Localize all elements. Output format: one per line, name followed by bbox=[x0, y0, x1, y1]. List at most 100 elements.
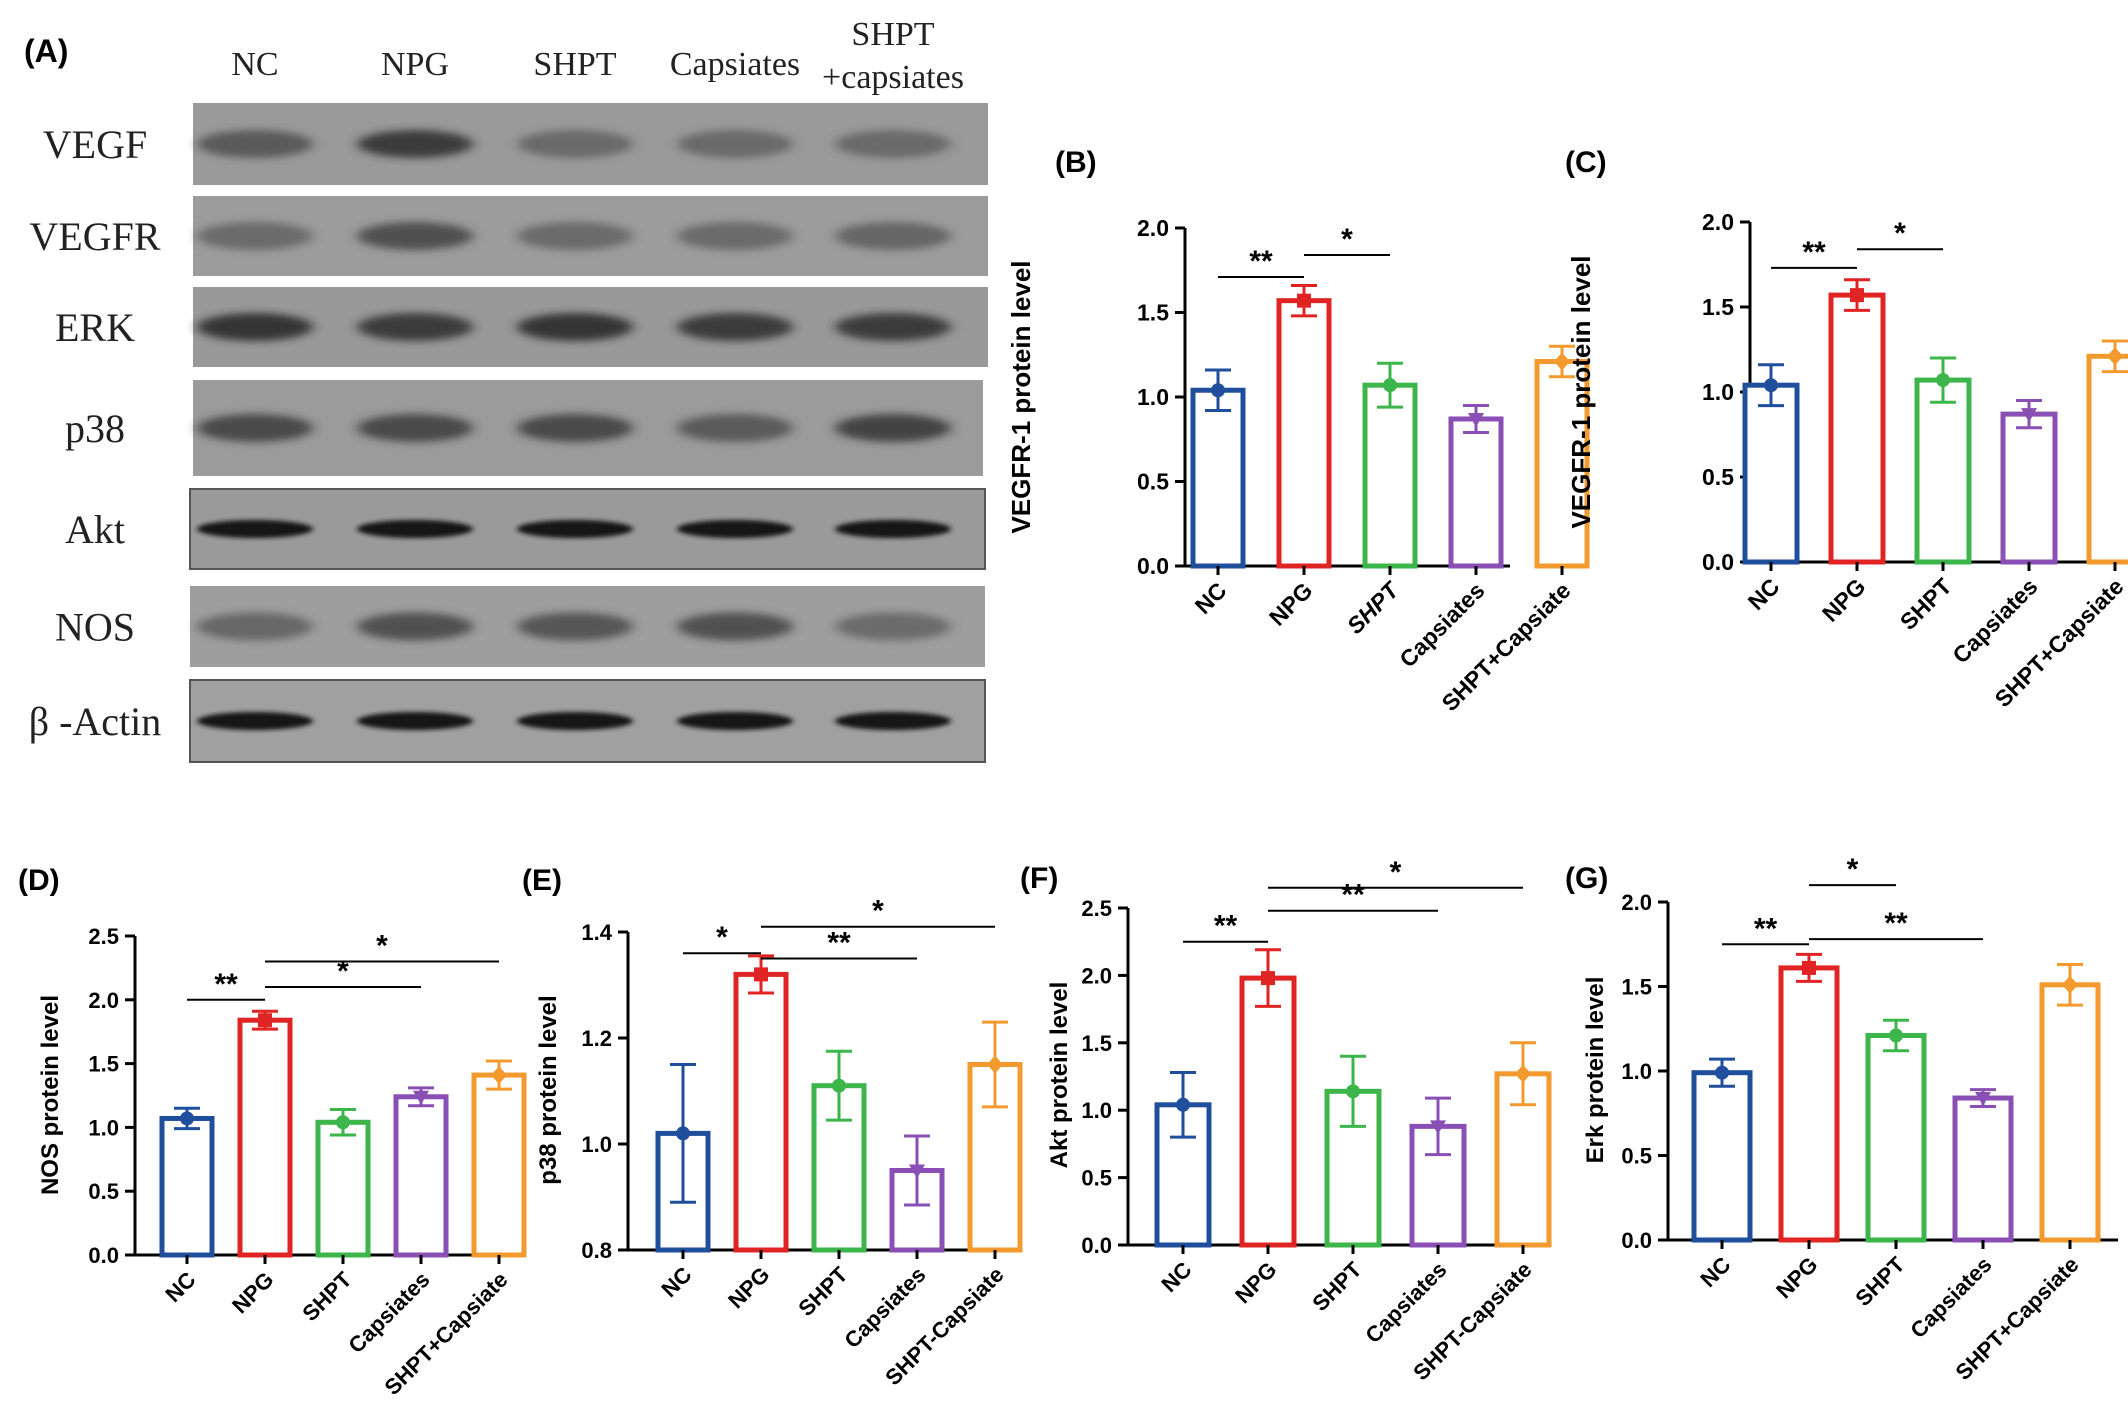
bar-capsiates bbox=[393, 1086, 449, 1258]
bar-shpt-capsiate bbox=[2039, 963, 2101, 1243]
blot-band bbox=[677, 222, 793, 250]
blot-band bbox=[677, 520, 793, 538]
bar-nc bbox=[1742, 363, 1800, 565]
y-tick-label: 0.8 bbox=[581, 1238, 612, 1263]
protein-label: Akt bbox=[65, 507, 125, 552]
x-tick-label: NPG bbox=[227, 1267, 278, 1318]
panel-label-f: (F) bbox=[1020, 862, 1058, 895]
blot-band bbox=[517, 130, 633, 158]
blot-band bbox=[357, 612, 473, 641]
bar-chart-g: (G) 0.0 0.5 1.0 1.5 2.0 Erk protein level NC NPG… bbox=[1565, 853, 2118, 1385]
y-tick-label: 1.0 bbox=[1081, 1098, 1112, 1123]
blot-band bbox=[677, 414, 793, 442]
blot-band bbox=[835, 130, 951, 158]
western-row-beta-actin: β -Actin bbox=[29, 679, 986, 763]
significance-label: ** bbox=[1249, 245, 1273, 278]
blot-band bbox=[357, 222, 473, 250]
bar-npg bbox=[237, 1009, 293, 1258]
bar-nc bbox=[655, 1063, 711, 1253]
y-tick-label: 2.0 bbox=[1081, 963, 1112, 988]
panel-label-b: (B) bbox=[1055, 146, 1097, 179]
data-point bbox=[1850, 288, 1864, 303]
bar-npg bbox=[1276, 283, 1332, 569]
bar-npg bbox=[1239, 948, 1297, 1248]
data-point bbox=[1764, 378, 1778, 393]
bar-rect bbox=[159, 1115, 215, 1258]
western-row-vegf: VEGF bbox=[43, 103, 988, 185]
blot-band bbox=[517, 520, 633, 538]
protein-label: p38 bbox=[65, 406, 125, 451]
blot-band bbox=[197, 313, 313, 341]
blot-band bbox=[197, 130, 313, 158]
y-tick-label: 2.0 bbox=[1702, 209, 1734, 235]
blot-band bbox=[677, 712, 793, 730]
blot-band bbox=[835, 612, 951, 641]
y-tick-label: 0.5 bbox=[1621, 1144, 1652, 1169]
blot-band bbox=[357, 130, 473, 158]
bar-shpt bbox=[811, 1049, 867, 1253]
data-point bbox=[1715, 1065, 1729, 1080]
data-point bbox=[754, 967, 768, 982]
bar-rect bbox=[2000, 411, 2058, 565]
bar-shpt bbox=[1324, 1054, 1382, 1248]
significance-label: ** bbox=[1341, 879, 1365, 912]
bar-rect bbox=[2086, 353, 2128, 565]
bar-npg bbox=[1778, 952, 1840, 1243]
bar-capsiates bbox=[2000, 399, 2058, 565]
data-point bbox=[1383, 378, 1397, 393]
bar-nc bbox=[1691, 1057, 1753, 1243]
bar-rect bbox=[2039, 982, 2101, 1243]
bar-rect bbox=[1865, 1033, 1927, 1243]
y-tick-label: 0.5 bbox=[88, 1179, 119, 1204]
x-tick-label: NC bbox=[160, 1267, 200, 1307]
x-tick-label: NPG bbox=[1817, 573, 1871, 627]
blot-band bbox=[197, 712, 313, 730]
bar-rect bbox=[1239, 975, 1297, 1248]
bar-chart-d: (D) 0.0 0.5 1.0 1.5 2.0 2.5 NOS protein level NC… bbox=[18, 864, 527, 1400]
x-tick-label: NPG bbox=[1230, 1257, 1281, 1308]
data-point bbox=[676, 1126, 690, 1141]
data-point bbox=[1346, 1084, 1360, 1099]
y-tick-label: 1.0 bbox=[1621, 1059, 1652, 1084]
y-tick-label: 0.0 bbox=[88, 1243, 119, 1268]
bar-capsiates bbox=[1952, 1088, 2014, 1243]
bar-rect bbox=[237, 1017, 293, 1258]
data-point bbox=[1297, 293, 1311, 308]
significance-label: ** bbox=[1802, 236, 1826, 269]
blot-band bbox=[197, 222, 313, 250]
x-tick-label: SHPT bbox=[1342, 576, 1405, 639]
bar-shpt-capsiate bbox=[1534, 344, 1590, 569]
y-tick-label: 1.5 bbox=[1702, 294, 1734, 320]
y-tick-label: 1.5 bbox=[1081, 1031, 1112, 1056]
bar-capsiates bbox=[1448, 403, 1504, 569]
bar-rect bbox=[1742, 382, 1800, 565]
significance-label: * bbox=[337, 955, 349, 988]
y-tick-label: 2.5 bbox=[88, 924, 119, 949]
data-point bbox=[1802, 960, 1816, 975]
y-tick-label: 1.0 bbox=[1137, 384, 1169, 410]
panel-label-g: (G) bbox=[1565, 862, 1608, 895]
data-point bbox=[1261, 971, 1275, 986]
blot-band bbox=[835, 222, 951, 250]
bar-shpt-capsiate bbox=[1494, 1041, 1552, 1248]
bar-shpt bbox=[1914, 356, 1972, 565]
data-point bbox=[2021, 408, 2037, 423]
bar-rect bbox=[1276, 298, 1332, 569]
y-tick-label: 0.0 bbox=[1702, 549, 1734, 575]
x-tick-label: SHPT bbox=[1850, 1251, 1910, 1311]
data-point bbox=[1889, 1028, 1903, 1043]
y-tick-label: 1.5 bbox=[1137, 300, 1169, 326]
x-tick-label: Capsiates bbox=[1360, 1257, 1451, 1348]
x-tick-label: SHPT bbox=[1895, 573, 1957, 635]
significance-label: * bbox=[716, 921, 728, 954]
blot-band bbox=[517, 313, 633, 341]
significance-label: ** bbox=[1884, 907, 1908, 940]
western-row-p38: p38 bbox=[65, 380, 983, 476]
data-point bbox=[1554, 352, 1570, 371]
x-tick-label: NC bbox=[1743, 573, 1785, 615]
bar-rect bbox=[733, 971, 789, 1253]
blot-band bbox=[517, 612, 633, 641]
lane-label-shpt-capsiates-line2: +capsiates bbox=[822, 59, 964, 96]
significance-label: * bbox=[872, 895, 884, 928]
